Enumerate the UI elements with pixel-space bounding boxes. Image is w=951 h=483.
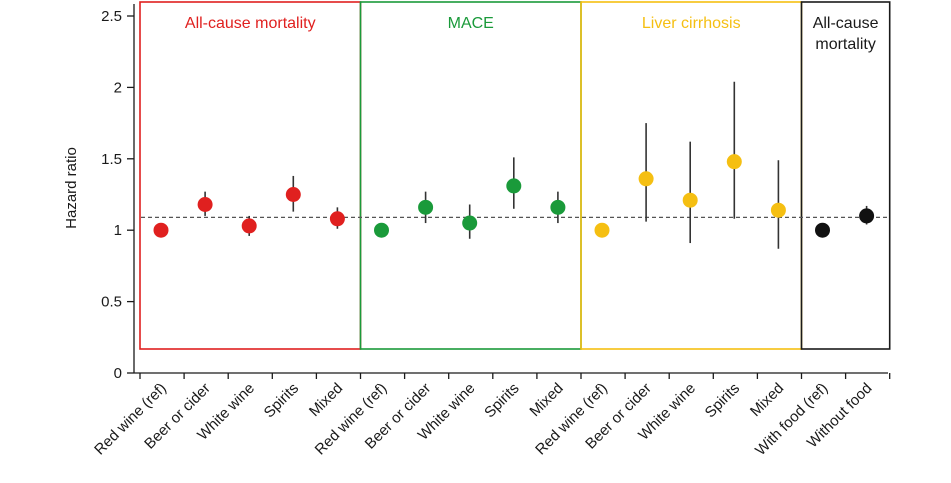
error-bars	[160, 81, 868, 249]
data-point	[770, 202, 786, 218]
panel-box	[800, 1, 891, 350]
data-point	[285, 187, 301, 202]
x-tick-label: Spirits	[702, 380, 743, 421]
data-point	[859, 208, 875, 224]
y-tick-label: 1	[114, 222, 122, 239]
data-point	[682, 192, 698, 208]
data-point	[815, 222, 830, 238]
data-point	[638, 171, 654, 187]
data-point	[550, 199, 566, 215]
y-tick-label: 2	[114, 79, 122, 96]
panel-title: MACE	[448, 15, 494, 32]
y-tick-label: 2.5	[101, 8, 122, 25]
data-point	[374, 222, 389, 238]
axes	[127, 4, 891, 379]
data-points	[153, 154, 875, 238]
x-tick-label: Mixed	[306, 380, 346, 420]
y-tick-label: 1.5	[101, 151, 122, 168]
data-point	[462, 215, 478, 231]
x-tick-label: Spirits	[261, 380, 302, 421]
data-point	[594, 222, 610, 238]
panel-title: All-cause mortality	[185, 15, 316, 32]
x-tick-label: Spirits	[481, 380, 522, 421]
x-tick-label: Mixed	[526, 380, 566, 420]
data-point	[418, 199, 434, 215]
panel-boxes	[139, 1, 891, 350]
panel-box	[139, 1, 362, 350]
panel-title: Liver cirrhosis	[642, 15, 741, 32]
y-tick-label: 0	[114, 365, 122, 382]
data-point	[329, 211, 345, 227]
data-point	[726, 154, 742, 170]
y-tick-label: 0.5	[101, 294, 122, 311]
panel-box	[580, 1, 803, 350]
data-point	[506, 178, 522, 194]
panel-box	[359, 1, 582, 350]
data-point	[153, 222, 169, 238]
labels: All-cause mortality MACE Liver cirrhosis Al…	[63, 8, 879, 459]
x-tick-label: Mixed	[747, 380, 787, 420]
panel-title: mortality	[815, 36, 875, 53]
data-point	[241, 218, 257, 234]
panel-title: All-cause	[813, 15, 879, 32]
y-axis-title: Hazard ratio	[63, 147, 80, 229]
data-point	[197, 196, 213, 212]
